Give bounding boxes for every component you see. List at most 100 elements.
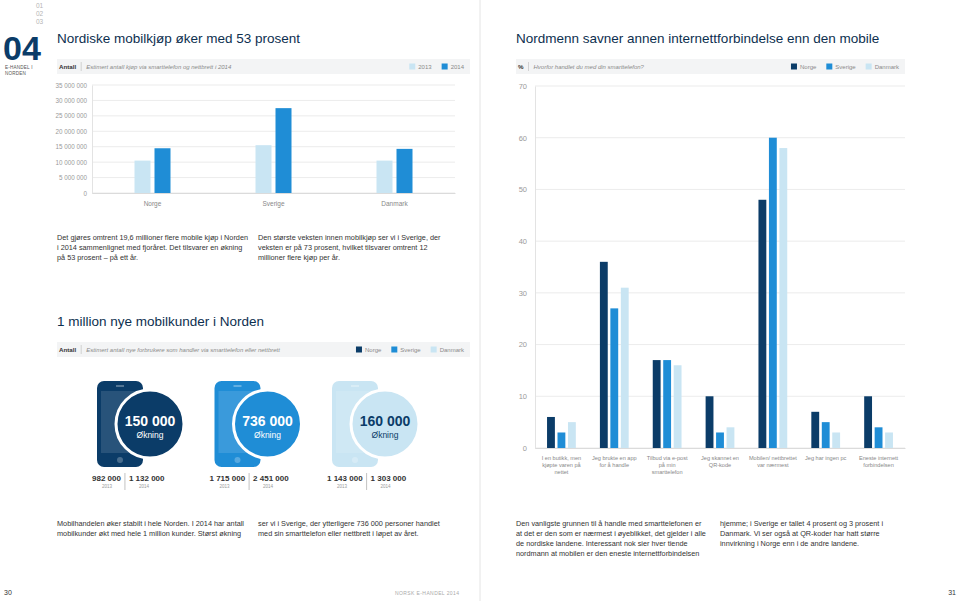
bars [135, 108, 413, 193]
bar [621, 288, 629, 448]
axis-line [93, 193, 456, 194]
bar [769, 138, 777, 448]
increase-circle [351, 390, 419, 458]
year-value: 1 132 000 [129, 474, 165, 483]
legend: 20132014 [409, 64, 464, 71]
separator [528, 62, 529, 71]
year-value: 2 451 000 [253, 474, 289, 483]
legend-swatch [431, 347, 437, 353]
tick: 10 [519, 392, 535, 401]
legend-swatch [409, 64, 415, 70]
year-label: 2014 [263, 484, 274, 489]
text-line: innvirkning i Norge enn i de andre lande… [720, 539, 859, 548]
increase-label: Økning [372, 430, 399, 440]
axis-line [535, 87, 536, 449]
grid-line [535, 292, 905, 293]
text-line: millioner flere kjøp per år. [258, 253, 340, 262]
increase-label: Økning [137, 430, 164, 440]
subtitle-band [57, 59, 470, 74]
tick-label: 0 [83, 190, 87, 197]
grid [92, 85, 455, 193]
year-value: 1 143 000 [327, 474, 363, 483]
page: 01020304E-HANDEL INORDEN3031NORSK E-HAND… [0, 0, 960, 601]
tick: Sverige [262, 193, 284, 208]
text-line: ser vi i Sverige, der ytterligere 736 00… [258, 519, 440, 528]
chart-title: Nordiske mobilkjøp øker med 53 prosent [57, 31, 300, 46]
legend-label: Sverige [835, 64, 856, 70]
tick: 20 000 000 [55, 128, 92, 135]
bar [256, 145, 272, 193]
tick: 60 [519, 134, 535, 143]
legend-label: Norge [800, 64, 817, 70]
chart: Nordmenn savner annen internettforbindel… [516, 31, 906, 558]
chart-title: 1 million nye mobilkunder i Norden [57, 314, 264, 329]
bar [663, 360, 671, 448]
section-number: 01 [36, 2, 44, 9]
tick-label: 60 [519, 134, 527, 143]
tick-label: 30 [519, 289, 527, 298]
chart: 1 million nye mobilkunder i NordenAntall… [57, 314, 470, 538]
legend-swatch [391, 347, 397, 353]
legend: Norge Sverige Danmark [791, 64, 900, 71]
tick: 0 [523, 444, 535, 453]
legend: NorgeSverigeDanmark [356, 347, 465, 354]
grid-line [535, 241, 905, 242]
text-line: Norge [144, 200, 162, 208]
year-label: 2014 [381, 484, 392, 489]
tick: 0 [83, 190, 92, 197]
text-line: de nordiske landene. Interessant nok sie… [516, 539, 688, 548]
bar [822, 422, 830, 448]
series [135, 145, 393, 193]
section-label: E-HANDEL INORDEN [5, 65, 33, 76]
separator [124, 473, 125, 490]
grid-line [92, 115, 455, 116]
tick: 30 [519, 289, 535, 298]
tick-label: 25 000 000 [55, 112, 87, 119]
bar [706, 396, 714, 448]
tick: Jeg brukte en appfor å handle [592, 448, 637, 468]
series [558, 138, 883, 448]
bar [397, 149, 413, 193]
text-line: NORDEN [5, 71, 26, 76]
bar [811, 412, 819, 448]
bar [653, 360, 661, 448]
text-line: kjøpte varen på [542, 462, 581, 468]
text-line: nordmann at mobilen er den eneste intern… [516, 549, 699, 558]
tick-label: I en butikk, menkjøpte varen pånettet [542, 455, 582, 476]
text-line: Danmark. Vi ser også at QR-koder har hat… [720, 529, 880, 538]
tick-label: 50 [519, 185, 527, 194]
bar [610, 308, 618, 448]
bar [875, 427, 883, 448]
year-value: 982 000 [92, 474, 121, 483]
annotation: hjemme; i Sverige er tallet 4 prosent og… [720, 519, 883, 548]
bar [547, 417, 555, 448]
text-line: Den vanligste grunnen til å handle med s… [516, 519, 702, 528]
bar [568, 422, 576, 448]
text-line: var nærmest [757, 462, 789, 468]
legend-label: Danmark [875, 64, 900, 70]
tick: 70 [519, 82, 535, 91]
phone-speaker [116, 386, 124, 387]
tick-label: Eneste internettforbindelsen [859, 455, 899, 468]
annotation: Den vanligste grunnen til å handle med s… [516, 519, 706, 558]
text-line: Det gjøres omtrent 19,6 millioner flere … [57, 233, 248, 242]
pictogram-item: 736 000Økning1 715 00020132 451 0002014 [210, 381, 302, 490]
year-label: 2014 [139, 484, 150, 489]
text-line: smarttelefon [652, 469, 683, 475]
year-label: 2013 [220, 484, 231, 489]
bar [558, 432, 566, 448]
annotation: ser vi i Sverige, der ytterligere 736 00… [258, 519, 440, 538]
tick-label: Norge [144, 200, 162, 208]
series [568, 148, 893, 448]
chart-title: Nordmenn savner annen internettforbindel… [516, 31, 879, 46]
tick-label: 5 000 000 [59, 174, 88, 181]
text-line: med sin smarttelefon eller nettbrett i l… [258, 529, 419, 538]
tick-label: 20 [519, 340, 527, 349]
section-number: 02 [36, 10, 44, 17]
phone-speaker [234, 386, 242, 387]
tick: 15 000 000 [55, 143, 92, 150]
legend-label: 2014 [451, 64, 465, 70]
legend-swatch [442, 64, 448, 70]
tick: Danmark [381, 193, 408, 207]
bar [716, 432, 724, 448]
